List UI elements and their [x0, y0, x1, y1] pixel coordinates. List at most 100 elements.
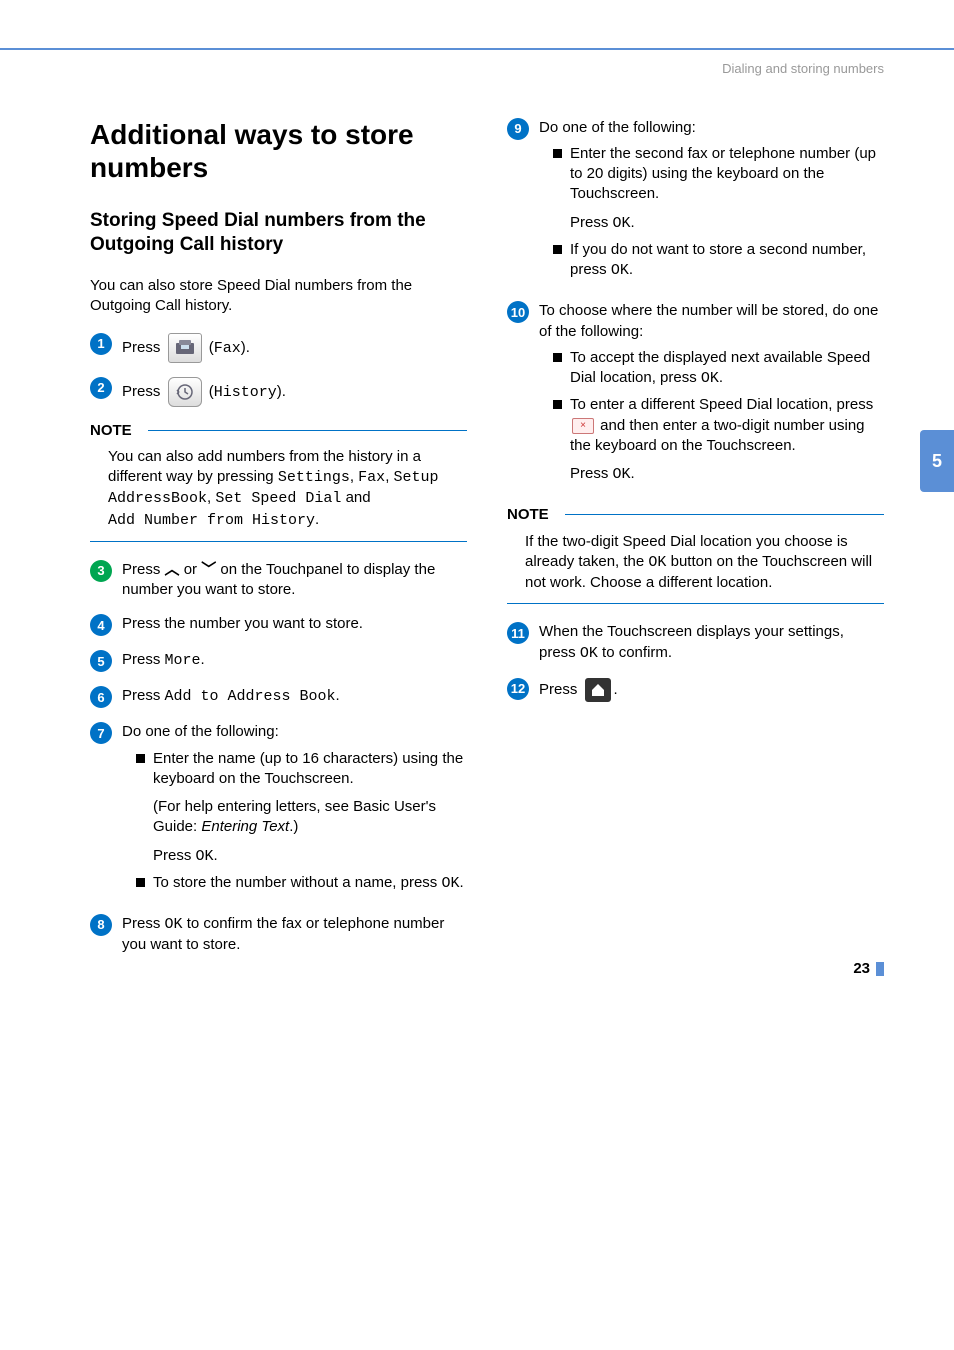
- step-2-history-label: History: [214, 384, 277, 401]
- step-1-fax-label: Fax: [214, 340, 241, 357]
- chevron-down-icon: ﹀: [201, 560, 216, 580]
- note-1-label: NOTE: [90, 421, 140, 441]
- ok-label: OK: [613, 466, 631, 483]
- note-2-body: If the two-digit Speed Dial location you…: [507, 526, 884, 594]
- page-number-value: 23: [853, 960, 870, 977]
- top-rule: [0, 48, 954, 50]
- two-column-layout: Additional ways to store numbers Storing…: [90, 118, 884, 970]
- bullet-square-icon: [553, 149, 562, 158]
- step-5-more: More: [165, 652, 201, 669]
- step-11: 11 When the Touchscreen displays your se…: [507, 622, 884, 664]
- bullet-square-icon: [136, 754, 145, 763]
- ok-label: OK: [441, 875, 459, 892]
- step-2-body: Press (History).: [122, 377, 467, 407]
- step-1-body: Press (Fax).: [122, 333, 467, 363]
- step-1: 1 Press (Fax).: [90, 333, 467, 363]
- step-7-b1-sub-c: .): [289, 818, 298, 835]
- backspace-icon: ×: [572, 418, 594, 434]
- section-title: Storing Speed Dial numbers from the Outg…: [90, 209, 467, 258]
- step-5-dot: .: [201, 651, 205, 668]
- step-10-bullet-2-body: To enter a different Speed Dial location…: [570, 395, 884, 485]
- step-6-text-a: Press: [122, 687, 165, 704]
- bullet-square-icon: [553, 245, 562, 254]
- right-column: 9 Do one of the following: Enter the sec…: [507, 118, 884, 970]
- step-8-body: Press OK to confirm the fax or telephone…: [122, 914, 467, 956]
- step-badge-8: 8: [90, 914, 112, 936]
- step-1-paren-close: ).: [241, 339, 250, 356]
- chapter-tab: 5: [920, 430, 954, 492]
- ok-label: OK: [196, 848, 214, 865]
- step-2-text-a: Press: [122, 383, 165, 400]
- step-5: 5 Press More.: [90, 650, 467, 672]
- step-12: 12 Press .: [507, 678, 884, 702]
- step-6-body: Press Add to Address Book.: [122, 686, 467, 707]
- home-icon: [585, 678, 611, 702]
- step-badge-5: 5: [90, 650, 112, 672]
- bullet-square-icon: [136, 878, 145, 887]
- note-1-sep2: ,: [385, 468, 393, 485]
- note-1-sep1: ,: [350, 468, 358, 485]
- ok-label: OK: [648, 554, 666, 571]
- step-2-paren-close: ).: [277, 383, 286, 400]
- chevron-up-icon: ︿: [165, 560, 180, 580]
- step-5-body: Press More.: [122, 650, 467, 671]
- step-8: 8 Press OK to confirm the fax or telepho…: [90, 914, 467, 956]
- step-9-text: Do one of the following:: [539, 118, 884, 138]
- note-1-code-add: Add Number from History: [108, 512, 315, 529]
- step-10-bullet-1: To accept the displayed next available S…: [553, 348, 884, 390]
- bullet-square-icon: [553, 400, 562, 409]
- step-badge-7: 7: [90, 722, 112, 744]
- ok-label: OK: [165, 916, 183, 933]
- ok-label: OK: [611, 262, 629, 279]
- step-badge-4: 4: [90, 614, 112, 636]
- step-3: 3 Press ︿ or ﹀ on the Touchpanel to disp…: [90, 560, 467, 601]
- step-badge-10: 10: [507, 301, 529, 323]
- step-3-body: Press ︿ or ﹀ on the Touchpanel to displa…: [122, 560, 467, 601]
- note-2: NOTE If the two-digit Speed Dial locatio…: [507, 505, 884, 604]
- step-9-b1-press-text: Press: [570, 214, 613, 231]
- step-badge-2: 2: [90, 377, 112, 399]
- note-1-code-speed: Set Speed Dial: [215, 490, 341, 507]
- step-9-b1-press: Press OK.: [570, 213, 884, 234]
- step-10-text: To choose where the number will be store…: [539, 301, 884, 342]
- step-badge-3: 3: [90, 560, 112, 582]
- page-number: 23: [853, 959, 884, 979]
- step-10: 10 To choose where the number will be st…: [507, 301, 884, 491]
- note-1: NOTE You can also add numbers from the h…: [90, 421, 467, 542]
- fax-icon: [168, 333, 202, 363]
- step-7-bullet-2: To store the number without a name, pres…: [136, 873, 467, 894]
- step-2: 2 Press (History).: [90, 377, 467, 407]
- step-3-text-b: or: [180, 561, 202, 578]
- ok-label: OK: [580, 645, 598, 662]
- step-10-b2-press-text: Press: [570, 465, 613, 482]
- step-9: 9 Do one of the following: Enter the sec…: [507, 118, 884, 288]
- left-column: Additional ways to store numbers Storing…: [90, 118, 467, 970]
- step-7-text: Do one of the following:: [122, 722, 467, 742]
- step-badge-1: 1: [90, 333, 112, 355]
- step-12-body: Press .: [539, 678, 884, 702]
- step-7-body: Do one of the following: Enter the name …: [122, 722, 467, 900]
- step-10-body: To choose where the number will be store…: [539, 301, 884, 491]
- step-9-bullet-1-body: Enter the second fax or telephone number…: [570, 144, 884, 234]
- step-9-b1-text: Enter the second fax or telephone number…: [570, 144, 884, 205]
- ok-label: OK: [701, 370, 719, 387]
- step-9-bullet-2: If you do not want to store a second num…: [553, 240, 884, 282]
- note-1-dot: .: [315, 511, 319, 528]
- note-2-label: NOTE: [507, 505, 557, 525]
- intro-text: You can also store Speed Dial numbers fr…: [90, 276, 467, 317]
- step-badge-11: 11: [507, 622, 529, 644]
- step-badge-6: 6: [90, 686, 112, 708]
- step-6: 6 Press Add to Address Book.: [90, 686, 467, 708]
- page-number-bar: [876, 962, 884, 976]
- step-9-bullet-2-body: If you do not want to store a second num…: [570, 240, 884, 282]
- ok-label: OK: [613, 215, 631, 232]
- note-1-and: and: [341, 489, 370, 506]
- note-1-rule-bot: [90, 541, 467, 542]
- step-10-bullet-1-body: To accept the displayed next available S…: [570, 348, 884, 390]
- step-9-body: Do one of the following: Enter the secon…: [539, 118, 884, 288]
- step-6-add: Add to Address Book: [165, 688, 336, 705]
- note-2-rule-bot: [507, 603, 884, 604]
- step-7: 7 Do one of the following: Enter the nam…: [90, 722, 467, 900]
- step-7-b1-sub-b: Entering Text: [201, 818, 289, 835]
- note-1-code-fax: Fax: [358, 469, 385, 486]
